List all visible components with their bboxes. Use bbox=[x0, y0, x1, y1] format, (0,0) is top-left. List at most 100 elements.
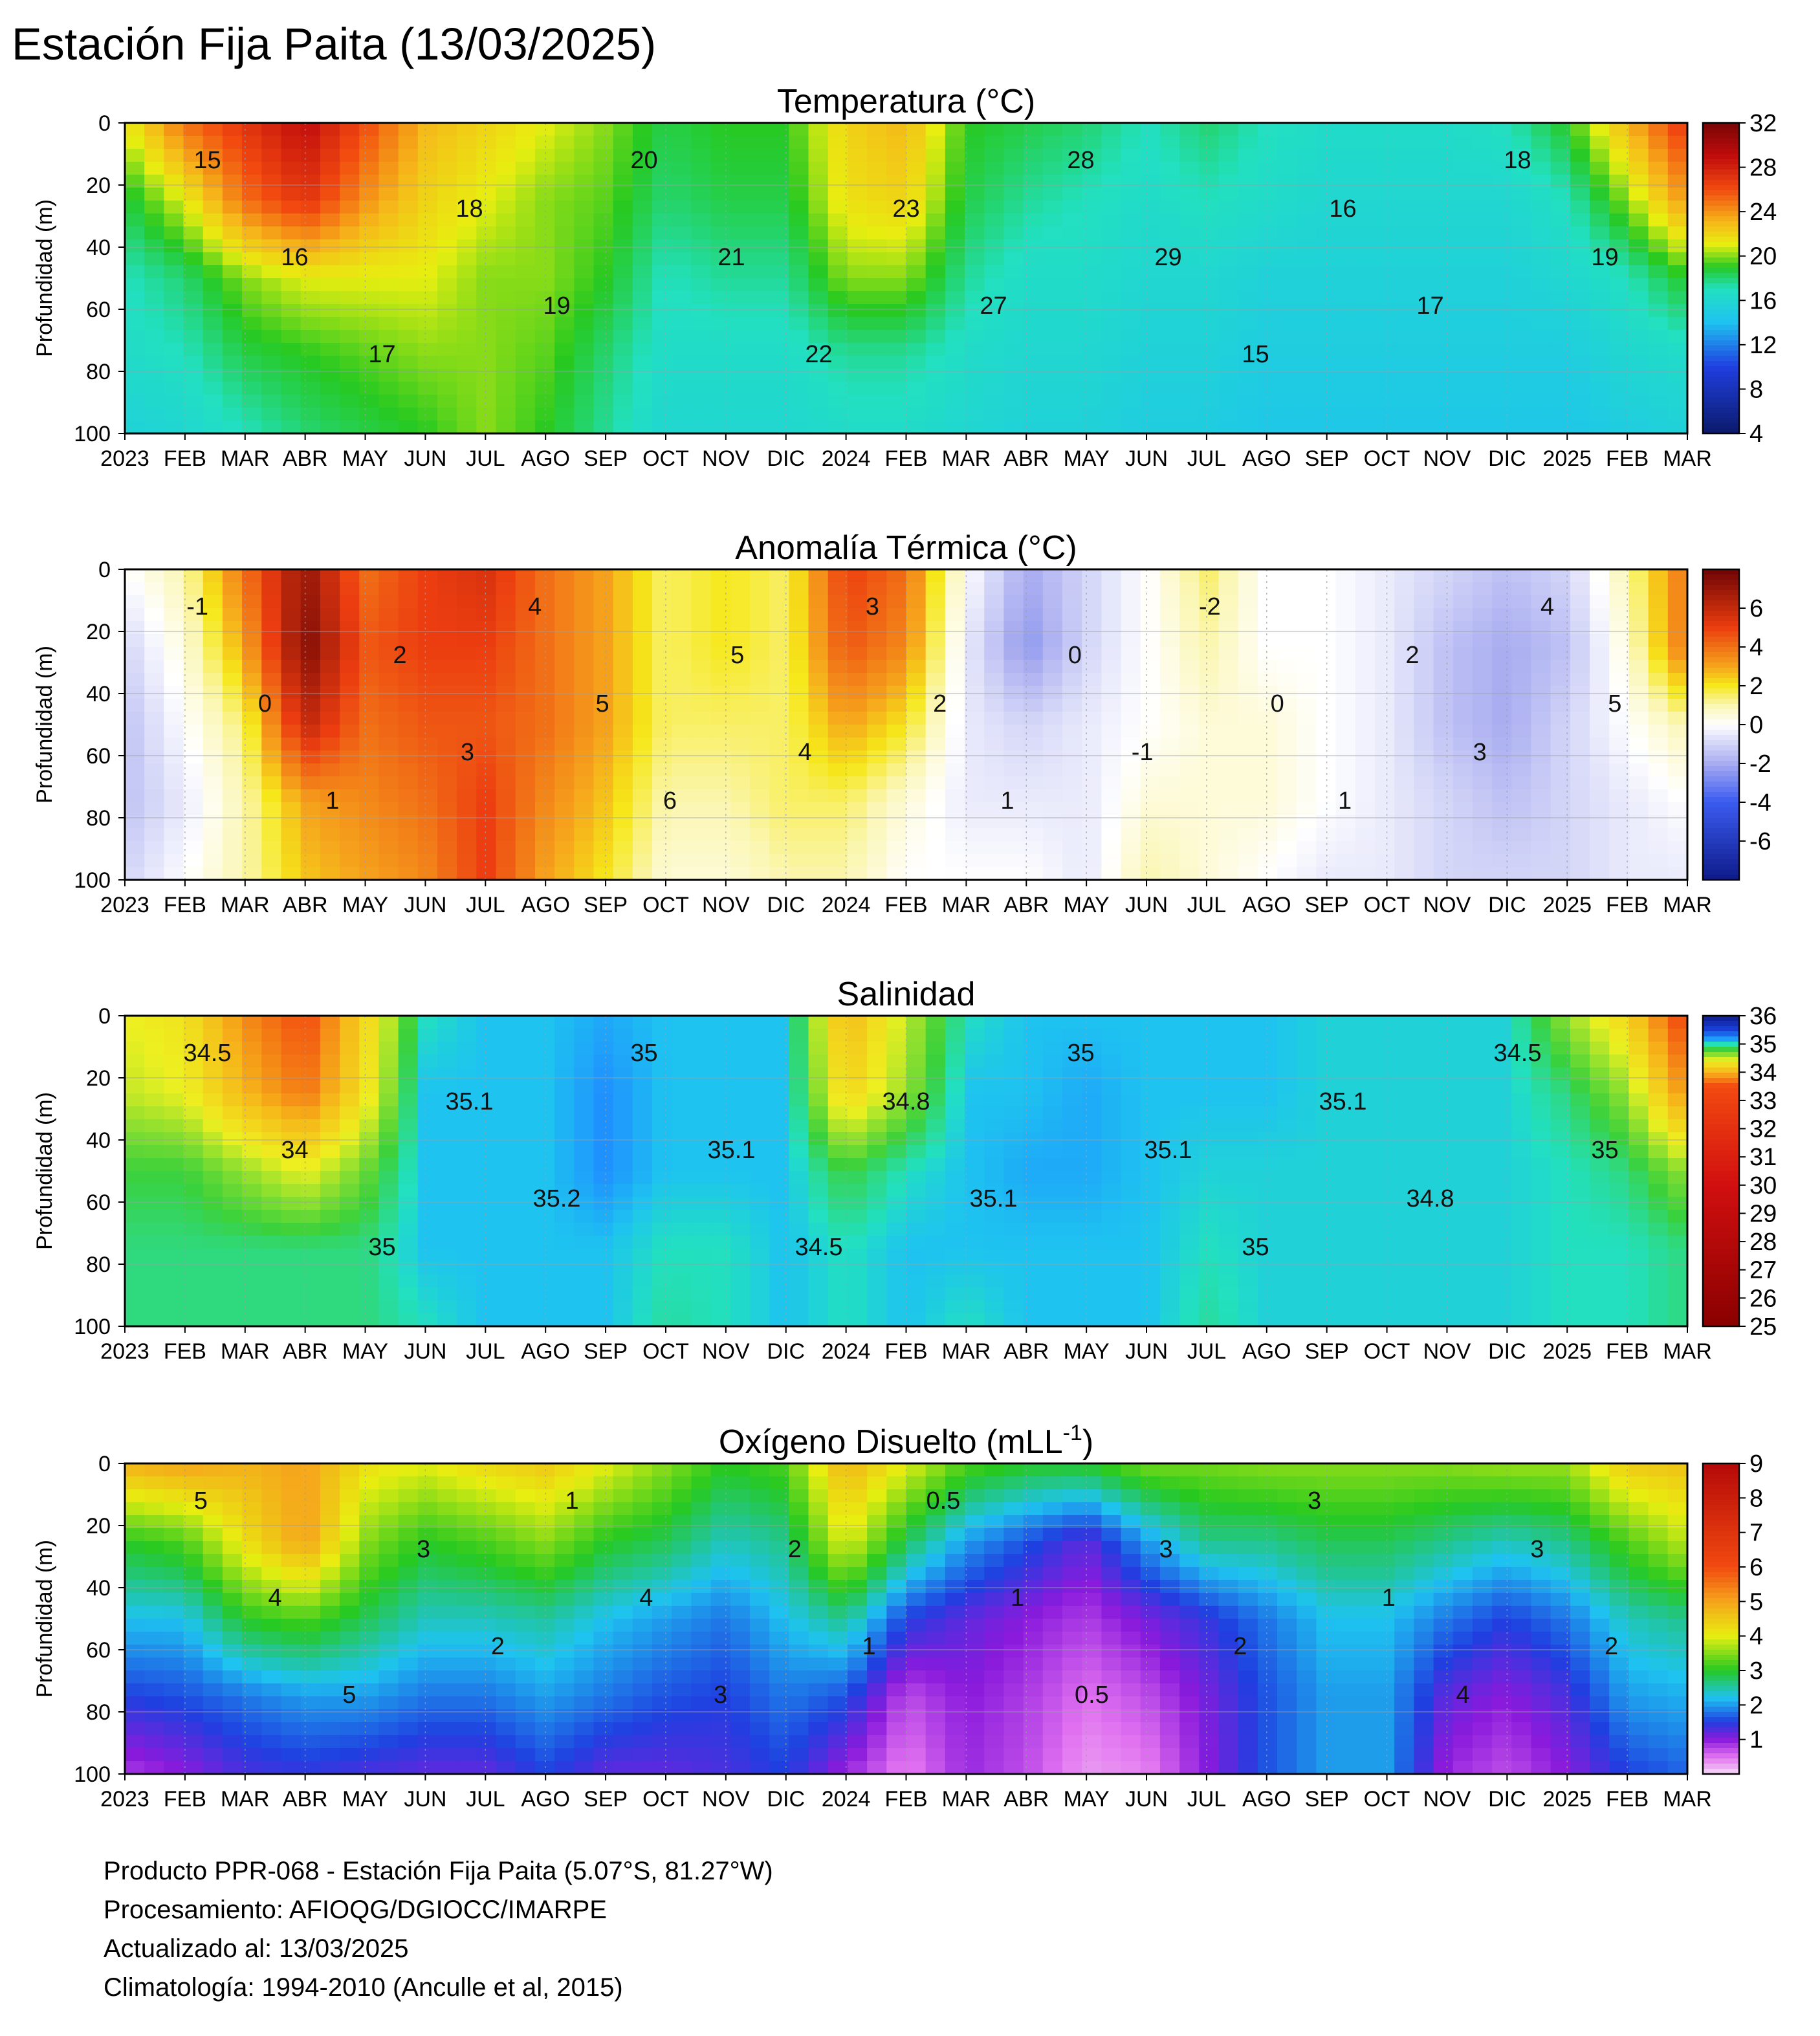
heatmap-cell bbox=[1609, 201, 1630, 214]
heatmap-cell bbox=[1414, 725, 1434, 738]
heatmap-cell bbox=[281, 123, 302, 137]
heatmap-cell bbox=[886, 369, 907, 382]
heatmap-cell bbox=[1667, 841, 1688, 855]
heatmap-cell bbox=[691, 1210, 712, 1223]
heatmap-cell bbox=[457, 1223, 477, 1236]
heatmap-cell bbox=[984, 265, 1005, 279]
heatmap-cell bbox=[281, 1287, 302, 1301]
heatmap-cell bbox=[1277, 673, 1298, 686]
heatmap-cell bbox=[613, 123, 633, 137]
heatmap-cell bbox=[847, 802, 868, 816]
heatmap-cell bbox=[906, 763, 926, 777]
heatmap-cell bbox=[1531, 278, 1551, 292]
heatmap-cell bbox=[1531, 175, 1551, 188]
heatmap-cell bbox=[1062, 634, 1083, 648]
heatmap-cell bbox=[1609, 382, 1630, 395]
heatmap-cell bbox=[1628, 123, 1649, 137]
heatmap-cell bbox=[300, 317, 321, 331]
heatmap-cell bbox=[593, 712, 614, 725]
heatmap-cell bbox=[1179, 750, 1200, 764]
heatmap-cell bbox=[261, 608, 282, 622]
heatmap-cell bbox=[1590, 712, 1610, 725]
heatmap-cell bbox=[476, 265, 497, 279]
heatmap-cell bbox=[437, 408, 458, 421]
heatmap-cell bbox=[340, 854, 360, 868]
heatmap-cell bbox=[691, 1275, 712, 1288]
heatmap-cell bbox=[1121, 356, 1141, 369]
heatmap-cell bbox=[457, 699, 477, 712]
heatmap-cell bbox=[554, 330, 575, 344]
heatmap-cell bbox=[730, 1042, 751, 1055]
heatmap-cell bbox=[1550, 317, 1571, 331]
heatmap-cell bbox=[281, 789, 302, 803]
heatmap-cell bbox=[965, 802, 985, 816]
heatmap-cell bbox=[534, 1042, 556, 1055]
heatmap-cell bbox=[281, 188, 302, 201]
heatmap-cell bbox=[574, 1067, 595, 1081]
heatmap-cell bbox=[652, 1106, 673, 1120]
heatmap-cell bbox=[378, 725, 399, 738]
heatmap-cell bbox=[945, 673, 966, 686]
heatmap-cell bbox=[945, 278, 966, 292]
heatmap-cell bbox=[1297, 867, 1317, 881]
heatmap-cell bbox=[496, 278, 516, 292]
colorbar-swatch bbox=[1703, 366, 1739, 372]
heatmap-cell bbox=[203, 213, 223, 227]
heatmap-cell bbox=[1003, 569, 1024, 583]
heatmap-cell bbox=[750, 725, 771, 738]
colorbar-swatch bbox=[1703, 413, 1739, 419]
heatmap-cell bbox=[1375, 595, 1396, 609]
heatmap-cell bbox=[164, 725, 184, 738]
heatmap-cell bbox=[203, 291, 223, 305]
heatmap-cell bbox=[417, 1300, 438, 1314]
heatmap-cell bbox=[476, 673, 497, 686]
heatmap-cell bbox=[1121, 763, 1141, 777]
heatmap-cell bbox=[1355, 738, 1376, 751]
heatmap-cell bbox=[1159, 175, 1181, 188]
heatmap-cell bbox=[1003, 673, 1024, 686]
heatmap-cell bbox=[1238, 188, 1258, 201]
heatmap-cell bbox=[340, 201, 360, 214]
heatmap-cell bbox=[1492, 291, 1513, 305]
heatmap-cell bbox=[1472, 408, 1493, 421]
heatmap-cell bbox=[437, 582, 458, 596]
heatmap-cell bbox=[378, 1119, 399, 1133]
heatmap-cell bbox=[1335, 149, 1356, 162]
heatmap-cell bbox=[300, 660, 321, 673]
heatmap-cell bbox=[652, 123, 673, 137]
heatmap-cell bbox=[300, 1055, 321, 1068]
heatmap-cell bbox=[1062, 776, 1083, 790]
heatmap-cell bbox=[1511, 660, 1532, 673]
heatmap-cell bbox=[925, 213, 946, 227]
heatmap-cell bbox=[1433, 802, 1454, 816]
heatmap-cell bbox=[125, 1210, 146, 1223]
heatmap-cell bbox=[632, 712, 653, 725]
heatmap-cell bbox=[1414, 201, 1434, 214]
heatmap-cell bbox=[1238, 278, 1258, 292]
heatmap-cell bbox=[1492, 815, 1513, 829]
heatmap-cell bbox=[222, 763, 243, 777]
heatmap-cell bbox=[1199, 582, 1220, 596]
heatmap-cell bbox=[632, 188, 653, 201]
heatmap-cell bbox=[1218, 201, 1239, 214]
heatmap-cell bbox=[789, 686, 809, 699]
heatmap-cell bbox=[1433, 278, 1454, 292]
heatmap-cell bbox=[144, 582, 165, 596]
heatmap-cell bbox=[1297, 763, 1317, 777]
heatmap-cell bbox=[1667, 660, 1688, 673]
heatmap-cell bbox=[164, 1042, 184, 1055]
heatmap-cell bbox=[1316, 776, 1337, 790]
heatmap-cell bbox=[593, 226, 614, 240]
heatmap-cell bbox=[203, 1158, 223, 1172]
heatmap-cell bbox=[1511, 802, 1532, 816]
heatmap-cell bbox=[1140, 421, 1161, 434]
heatmap-cell bbox=[437, 1287, 458, 1301]
heatmap-cell bbox=[1375, 815, 1396, 829]
colorbar-swatch bbox=[1703, 226, 1739, 232]
heatmap-cell bbox=[1628, 252, 1649, 266]
heatmap-cell bbox=[574, 725, 595, 738]
heatmap-cell bbox=[1648, 660, 1669, 673]
heatmap-cell bbox=[1414, 395, 1434, 408]
heatmap-cell bbox=[1531, 421, 1551, 434]
colorbar-swatch bbox=[1703, 423, 1739, 429]
